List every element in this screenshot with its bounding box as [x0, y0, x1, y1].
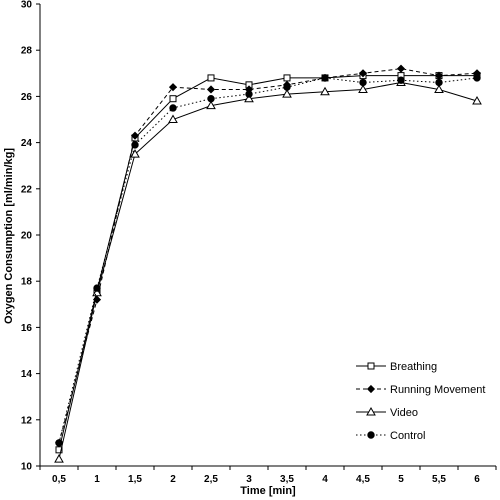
x-tick-label: 0,5 [52, 474, 66, 485]
y-tick-label: 26 [21, 92, 33, 103]
series-video [54, 77, 482, 463]
data-point-control [473, 74, 481, 82]
series-control [55, 74, 481, 447]
axes [39, 4, 496, 467]
x-tick-label: 2,5 [204, 474, 218, 485]
x-tick-label: 3 [246, 474, 252, 485]
data-point-running-movement [206, 85, 216, 94]
data-point-breathing [207, 74, 215, 82]
legend-item-control: Control [356, 430, 425, 442]
y-axis-ticks: 10 12 14 16 18 20 22 24 26 28 30 [21, 0, 40, 473]
data-point-running-movement [130, 131, 140, 140]
data-point-video [244, 93, 254, 103]
y-tick-label: 30 [21, 0, 33, 11]
legend-item-video: Video [356, 406, 418, 419]
data-point-video [320, 86, 330, 96]
x-axis-title: Time [min] [240, 485, 296, 497]
legend-label: Video [390, 407, 418, 419]
data-point-running-movement [358, 69, 368, 78]
data-point-video [472, 96, 482, 105]
x-tick-label: 3,5 [280, 474, 294, 485]
series-running-movement [54, 64, 482, 447]
x-tick-label: 2 [170, 474, 176, 485]
data-point-control [169, 104, 177, 112]
x-tick-label: 4 [322, 474, 328, 485]
data-point-running-movement [168, 83, 178, 92]
y-tick-label: 24 [21, 138, 33, 149]
data-point-control [397, 76, 405, 84]
series-line-running-movement [58, 68, 478, 444]
data-point-breathing [283, 74, 291, 82]
data-point-video [54, 454, 64, 463]
x-axis-ticks: 0,5 1 1,5 2 2,5 3 3,5 4 4,5 5 5,5 6 [39, 466, 497, 485]
data-point-control [245, 90, 253, 98]
legend: Breathing Running Movement Video Control [356, 361, 485, 442]
data-point-control [321, 74, 329, 82]
data-point-video [282, 89, 292, 98]
data-point-control [359, 78, 367, 87]
data-point-control [283, 83, 291, 91]
y-tick-label: 16 [21, 323, 33, 334]
legend-label: Breathing [390, 361, 437, 373]
data-point-breathing [169, 95, 177, 103]
series-line-control [58, 77, 478, 444]
x-tick-label: 5 [398, 474, 404, 485]
legend-item-breathing: Breathing [356, 361, 437, 373]
series-layer [54, 64, 482, 463]
x-tick-label: 4,5 [356, 474, 370, 485]
data-point-video [434, 84, 444, 93]
data-point-control [207, 95, 215, 103]
x-tick-label: 6 [474, 474, 480, 485]
legend-item-running-movement: Running Movement [356, 384, 485, 396]
y-tick-label: 14 [21, 369, 33, 380]
y-tick-label: 10 [21, 462, 33, 473]
legend-marker [366, 384, 376, 394]
x-tick-label: 1,5 [128, 474, 142, 485]
data-point-video [206, 100, 216, 110]
data-point-video [130, 149, 140, 158]
legend-marker [367, 431, 375, 439]
y-tick-label: 18 [21, 277, 33, 288]
data-point-control [435, 78, 443, 87]
series-line-video [58, 82, 478, 460]
y-tick-label: 28 [21, 46, 33, 57]
data-point-video [92, 287, 102, 297]
x-tick-label: 1 [94, 474, 100, 485]
legend-marker [366, 406, 376, 416]
y-axis-title: Oxygen Consumption [ml/min/kg] [3, 148, 15, 324]
data-point-control [131, 141, 139, 149]
x-tick-label: 5,5 [432, 474, 446, 485]
data-point-control [55, 439, 63, 447]
y-tick-label: 12 [21, 415, 33, 426]
data-point-video [168, 114, 178, 123]
legend-label: Running Movement [390, 384, 485, 396]
legend-label: Control [390, 430, 425, 442]
data-point-video [358, 84, 368, 93]
data-point-running-movement [396, 64, 406, 73]
y-tick-label: 20 [21, 231, 33, 242]
data-point-control [93, 284, 101, 292]
y-tick-label: 22 [21, 184, 33, 195]
legend-marker [367, 362, 375, 370]
